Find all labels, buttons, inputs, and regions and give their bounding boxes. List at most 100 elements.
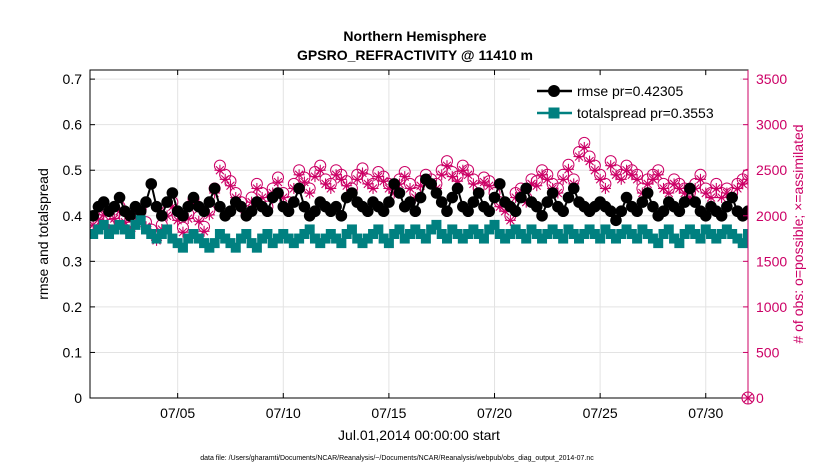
- spread-point: [346, 224, 357, 235]
- rmse-point: [435, 196, 448, 208]
- spread-point: [764, 238, 774, 248]
- spread-point: [515, 229, 526, 239]
- obs-assimilated-point: [557, 173, 569, 185]
- spread-point: [236, 233, 247, 244]
- spread-point: [737, 238, 748, 249]
- obs-assimilated-point: [822, 178, 830, 189]
- obs-assimilated-point: [769, 178, 780, 189]
- spread-point: [283, 233, 294, 244]
- legend-spread-marker: [548, 107, 560, 119]
- spread-point: [325, 229, 336, 239]
- y-tick-label: 0.4: [63, 208, 83, 224]
- spread-point: [389, 229, 400, 239]
- spread-point: [775, 234, 785, 244]
- rmse-point: [721, 200, 733, 213]
- spread-point: [653, 238, 664, 249]
- obs-assimilated-point: [335, 173, 347, 185]
- spread-point: [204, 242, 215, 253]
- rmse-point: [203, 196, 216, 208]
- rmse-point: [235, 200, 247, 213]
- rmse-point: [293, 182, 305, 195]
- obs-possible-point: [806, 169, 817, 180]
- rmse-point: [536, 209, 548, 222]
- spread-point: [426, 224, 437, 235]
- obs-assimilated-point: [467, 178, 479, 190]
- x-tick-label: 07/25: [583, 405, 618, 421]
- rmse-point: [298, 200, 311, 213]
- spread-point: [352, 233, 363, 244]
- obs-assimilated-point: [779, 188, 790, 199]
- rmse-point: [562, 191, 575, 204]
- obs-possible-point: [758, 192, 769, 203]
- rmse-point: [388, 178, 400, 190]
- rmse-point: [97, 196, 110, 208]
- spread-point: [368, 229, 379, 239]
- spread-point: [214, 229, 225, 239]
- rmse-point: [124, 209, 136, 222]
- spread-point: [478, 233, 489, 244]
- rmse-point: [177, 209, 189, 222]
- spread-point: [743, 229, 748, 239]
- rmse-point: [715, 209, 728, 222]
- y-right-tick-label: 1000: [756, 299, 787, 315]
- rmse-point: [309, 205, 321, 218]
- rmse-point: [208, 182, 221, 195]
- rmse-point: [821, 205, 830, 217]
- y-tick-label: 0.3: [63, 253, 83, 269]
- obs-assimilated-point: [193, 215, 205, 227]
- obs-possible-point: [816, 188, 827, 199]
- rmse-point: [156, 209, 168, 222]
- rmse-point: [404, 196, 416, 208]
- rmse-point: [636, 196, 649, 208]
- y-axis-label-right: # of obs: o=possible; ×=assimilated: [790, 124, 806, 343]
- rmse-point: [414, 191, 427, 204]
- rmse-point: [288, 196, 300, 208]
- rmse-point: [604, 205, 617, 218]
- spread-point: [331, 233, 342, 244]
- axes: 07/05 07/10 07/15 07/20 07/25 07/30 0 0.1 0.2 0.3…: [63, 70, 787, 421]
- x-tick-label: 07/20: [477, 405, 512, 421]
- spread-point: [721, 224, 732, 235]
- spread-point: [579, 229, 590, 239]
- spread-point: [642, 229, 653, 239]
- spread-point: [616, 229, 627, 239]
- spread-point: [589, 229, 600, 239]
- spread-point: [669, 233, 680, 244]
- rmse-point: [441, 205, 453, 218]
- obs-assimilated-point: [705, 192, 717, 204]
- spread-point: [610, 233, 621, 244]
- obs-assimilated-point: [631, 173, 643, 185]
- spread-point: [273, 233, 283, 244]
- rmse-point: [620, 191, 633, 204]
- obs-assimilated-point: [710, 182, 722, 194]
- rmse-point: [673, 205, 686, 218]
- obs-assimilated-point: [378, 175, 390, 187]
- spread-point: [574, 233, 585, 244]
- spread-point: [690, 229, 701, 239]
- spread-point: [420, 233, 431, 244]
- rmse-point: [769, 196, 781, 208]
- rmse-point: [425, 178, 437, 190]
- x-axis-label: Jul.01,2014 00:00:00 start: [338, 427, 500, 443]
- y-axis-label: rmse and totalspread: [35, 168, 51, 300]
- obs-assimilated-point: [504, 214, 516, 226]
- obs-assimilated-point: [615, 173, 627, 185]
- spread-point: [119, 224, 130, 235]
- spread-point: [156, 229, 167, 239]
- spread-point: [716, 229, 727, 239]
- rmse-point: [377, 205, 390, 218]
- obs-assimilated-point: [599, 182, 611, 194]
- rmse-point: [657, 205, 670, 218]
- spread-point: [468, 224, 479, 235]
- rmse-point: [647, 200, 659, 213]
- spread-point: [114, 219, 125, 230]
- spread-point: [199, 238, 210, 249]
- rmse-point: [182, 200, 195, 213]
- obs-assimilated-point: [605, 160, 617, 172]
- spread-point: [167, 233, 178, 244]
- spread-point: [251, 242, 262, 253]
- obs-assimilated-point: [816, 192, 827, 203]
- obs-assimilated-point: [573, 151, 585, 163]
- obs-assimilated-point: [356, 167, 368, 179]
